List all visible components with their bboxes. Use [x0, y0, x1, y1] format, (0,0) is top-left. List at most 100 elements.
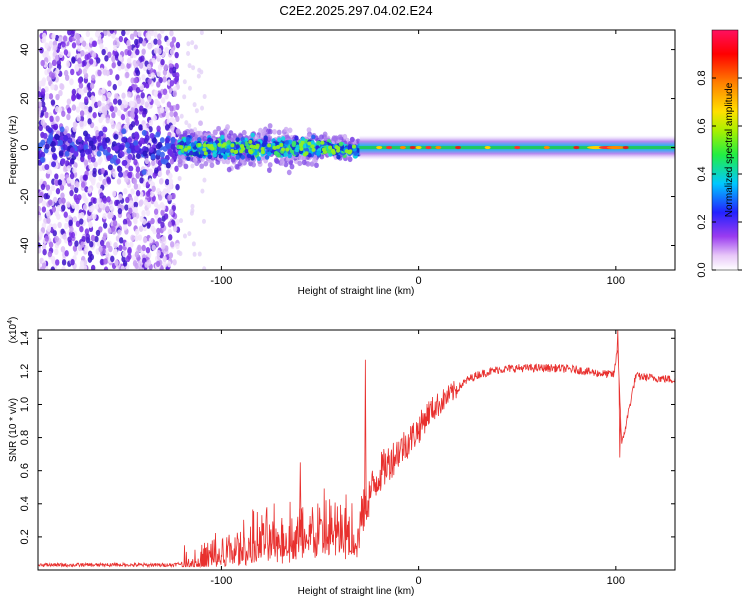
spectrogram-cell: [348, 149, 353, 154]
spectrogram-cell: [280, 136, 286, 141]
spectrogram-cell: [54, 173, 59, 180]
spectrogram-cell: [104, 55, 109, 62]
spectrogram-cell: [244, 141, 249, 147]
spectrogram-cell: [122, 171, 127, 178]
spectrogram-cell: [132, 260, 138, 267]
spectrogram-cell: [141, 48, 146, 55]
spectrogram-cell: [193, 44, 198, 50]
spectrogram-cell: [307, 141, 312, 146]
spectrogram-cell: [113, 98, 118, 105]
spectrogram-cell: [87, 91, 92, 98]
spectrogram-cell: [87, 187, 92, 194]
spectrogram-cell: [112, 219, 118, 227]
spectrogram-cell: [102, 197, 108, 204]
spectrogram-cell: [54, 54, 60, 62]
spectrogram-cell: [42, 132, 48, 139]
spectrogram-cell: [260, 150, 265, 155]
spectrogram-cell: [92, 213, 97, 220]
spectrogram-cell: [122, 260, 128, 267]
spectrogram-cell: [172, 90, 178, 97]
spectrogram-cell: [267, 135, 273, 141]
spectrogram-cell: [135, 86, 141, 94]
spectrogram-cell: [153, 47, 159, 54]
spectrogram-cell: [259, 132, 265, 139]
spectrogram-cell: [70, 258, 75, 266]
spectrogram-cell: [46, 211, 51, 219]
spectrogram-cell: [152, 172, 157, 179]
spectrogram-cell: [147, 169, 152, 176]
spectrogram-cell: [162, 76, 167, 83]
spectrogram-cell: [106, 196, 111, 203]
spectrogram-cell: [38, 101, 43, 108]
spectrogram-cell: [149, 132, 155, 139]
spectrogram-cell: [118, 193, 123, 201]
spectrogram-cell: [49, 115, 54, 123]
spectrogram-cell: [133, 206, 138, 214]
spectrogram-cell: [355, 138, 361, 145]
spectrogram-cell: [94, 235, 99, 243]
spectrogram-cell: [287, 127, 293, 134]
spectrogram-cell: [281, 147, 286, 152]
spectrogram-cell: [85, 30, 91, 38]
spectrogram-cell: [95, 129, 100, 137]
spectrogram-cell: [103, 266, 109, 270]
spectrogram-cell: [141, 74, 146, 81]
spectrogram-cell: [135, 172, 140, 179]
spectrogram-cell: [71, 95, 76, 102]
spectrogram-cell: [142, 180, 147, 188]
spectrogram-cell: [177, 158, 183, 165]
spectrogram-cell: [175, 242, 180, 250]
spectrogram-cell: [141, 169, 147, 176]
spectrogram-cell: [230, 157, 236, 163]
spectrogram-cell: [76, 45, 82, 52]
spectrogram-cell: [64, 250, 69, 257]
spectrogram-cell: [78, 88, 83, 95]
spectrogram-cell: [119, 237, 124, 244]
spectrogram-cell: [186, 51, 191, 57]
spectrogram-cell: [152, 227, 157, 235]
spectrogram-cell: [187, 123, 192, 129]
spectrogram-cell: [127, 137, 133, 144]
spectrogram-cell: [120, 62, 125, 70]
spectrogram-cell: [333, 135, 339, 142]
spectrogram-cell: [48, 241, 54, 248]
snr-x-ticks: -100 0 100: [210, 330, 625, 587]
spectrogram-cell: [72, 216, 78, 223]
spectrogram-cell: [120, 265, 125, 270]
spectrogram-cell: [102, 213, 107, 220]
spectrogram-cell: [166, 260, 172, 268]
spectrogram-cell: [77, 57, 82, 64]
spectrogram-cell: [117, 207, 123, 215]
spectrogram-cell: [141, 209, 146, 217]
spectrogram-cell: [258, 127, 263, 134]
spectrogram-cell: [104, 104, 109, 111]
spectrogram-cell: [165, 112, 170, 119]
spectrogram-cell: [69, 78, 74, 85]
spectrogram-cell: [118, 171, 124, 178]
spectrogram-cell: [61, 197, 66, 204]
spectrogram-cell: [157, 92, 162, 99]
spectrogram-cell: [115, 74, 120, 81]
spectrogram-cell: [286, 169, 292, 176]
spectrogram-cell: [130, 188, 135, 195]
spectrogram-cell: [124, 241, 130, 248]
spectrogram-cell: [160, 209, 165, 216]
spectrogram-cell: [53, 84, 59, 91]
spectrogram-cell: [283, 152, 288, 157]
spectrogram-cell: [272, 128, 277, 135]
spectrogram-cell: [146, 201, 152, 209]
spectrogram-cell: [75, 33, 80, 40]
spectrogram-cell: [111, 62, 116, 69]
spectrogram-cell: [145, 209, 151, 217]
spectrogram-cell: [161, 190, 166, 198]
spectrogram-cell: [114, 259, 119, 267]
spectrogram-cell: [156, 100, 161, 108]
spectrogram-cell: [209, 162, 215, 169]
spectrogram-cell: [107, 51, 112, 58]
spectrogram-cell: [277, 137, 282, 143]
spectrogram-cell: [306, 133, 312, 139]
x-tick-label: 0: [416, 275, 422, 287]
spectrogram-cell: [47, 127, 53, 134]
spectrogram-cell: [121, 92, 126, 99]
spectrogram-cell: [186, 156, 191, 162]
